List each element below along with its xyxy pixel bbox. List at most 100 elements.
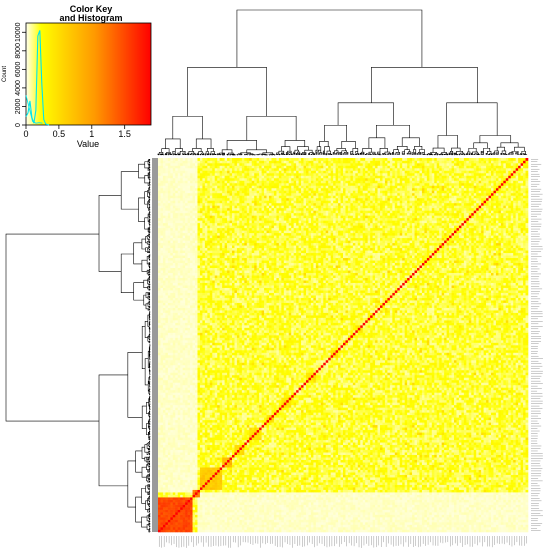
heatmap-cell <box>392 495 395 498</box>
heatmap-cell <box>454 495 457 498</box>
heatmap-cell <box>271 495 274 498</box>
heatmap-cell <box>506 482 509 485</box>
heatmap-cell <box>207 517 210 520</box>
heatmap-cell <box>464 515 467 518</box>
heatmap-cell <box>378 497 381 500</box>
heatmap-cell <box>262 500 265 503</box>
heatmap-cell <box>210 480 213 483</box>
heatmap-cell <box>405 517 408 520</box>
heatmap-cell <box>180 520 183 523</box>
heatmap-cell <box>234 467 237 470</box>
heatmap-cell <box>419 490 422 493</box>
heatmap-cell <box>316 470 319 473</box>
heatmap-cell <box>234 527 237 530</box>
heatmap-cell <box>442 515 445 518</box>
column-dendrogram-link <box>337 148 346 150</box>
heatmap-cell <box>173 505 176 508</box>
heatmap-cell <box>328 510 331 513</box>
heatmap-cell <box>410 520 413 523</box>
heatmap-cell <box>491 510 494 513</box>
heatmap-cell <box>432 472 435 475</box>
heatmap-cell <box>511 502 514 505</box>
heatmap-cell <box>415 485 418 488</box>
heatmap-cell <box>471 490 474 493</box>
heatmap-cell <box>395 505 398 508</box>
heatmap-cell <box>227 487 230 490</box>
heatmap-cell <box>165 477 168 480</box>
heatmap-cell <box>390 505 393 508</box>
heatmap-cell <box>516 495 519 498</box>
heatmap-cell <box>200 502 203 505</box>
heatmap-cell <box>397 487 400 490</box>
heatmap-cell <box>442 522 445 525</box>
heatmap-cell <box>365 482 368 485</box>
heatmap-cell <box>360 497 363 500</box>
heatmap-cell <box>417 522 420 525</box>
heatmap-cell <box>459 522 462 525</box>
heatmap-cell <box>343 477 346 480</box>
heatmap-cell <box>437 482 440 485</box>
heatmap-cell <box>308 530 311 533</box>
heatmap-cell <box>380 512 383 515</box>
heatmap-cell <box>313 500 316 503</box>
heatmap-cell <box>412 522 415 525</box>
heatmap-cell <box>427 495 430 498</box>
heatmap-cell <box>210 500 213 503</box>
heatmap-cell <box>276 502 279 505</box>
heatmap-cell <box>188 520 191 523</box>
heatmap-cell <box>365 490 368 493</box>
heatmap-cell <box>271 480 274 483</box>
heatmap-cell <box>217 515 220 518</box>
heatmap-cell <box>506 517 509 520</box>
heatmap-cell <box>392 480 395 483</box>
heatmap-cell <box>291 520 294 523</box>
heatmap-cell <box>271 512 274 515</box>
heatmap-cell <box>501 517 504 520</box>
heatmap-cell <box>202 505 205 508</box>
heatmap-cell <box>183 512 186 515</box>
heatmap-cell <box>308 515 311 518</box>
heatmap-cell <box>439 530 442 533</box>
heatmap-cell <box>321 465 324 468</box>
heatmap-cell <box>225 507 228 510</box>
heatmap-cell <box>262 520 265 523</box>
heatmap-cell <box>202 527 205 530</box>
heatmap-cell <box>405 530 408 533</box>
heatmap-cell <box>407 500 410 503</box>
heatmap-cell <box>397 497 400 500</box>
heatmap-cell <box>373 522 376 525</box>
heatmap-cell <box>331 467 334 470</box>
heatmap-cell <box>523 512 526 515</box>
heatmap-cell <box>175 507 178 510</box>
heatmap-cell <box>456 467 459 470</box>
column-dendrogram-link <box>237 10 422 67</box>
heatmap-cell <box>523 467 526 470</box>
heatmap-cell <box>518 485 521 488</box>
heatmap-cell <box>387 472 390 475</box>
heatmap-cell <box>237 485 240 488</box>
heatmap-cell <box>222 520 225 523</box>
heatmap-cell <box>526 527 529 530</box>
heatmap-cell <box>234 472 237 475</box>
heatmap-cell <box>449 467 452 470</box>
heatmap-cell <box>456 512 459 515</box>
heatmap-cell <box>429 505 432 508</box>
heatmap-cell <box>175 512 178 515</box>
heatmap-cell <box>469 530 472 533</box>
y-tick-label: 2000 <box>15 99 22 115</box>
heatmap-cell <box>412 475 415 478</box>
heatmap-cell <box>407 477 410 480</box>
heatmap-cell <box>518 482 521 485</box>
heatmap-cell <box>304 500 307 503</box>
heatmap-cell <box>415 467 418 470</box>
heatmap-cell <box>274 497 277 500</box>
heatmap-cell <box>345 525 348 528</box>
heatmap-cell <box>501 492 504 495</box>
heatmap-cell <box>318 530 321 533</box>
heatmap-cell <box>242 507 245 510</box>
heatmap-cell <box>163 480 166 483</box>
heatmap-cell <box>506 505 509 508</box>
heatmap-cell <box>207 497 210 500</box>
heatmap-cell <box>306 480 309 483</box>
heatmap-cell <box>178 475 181 478</box>
